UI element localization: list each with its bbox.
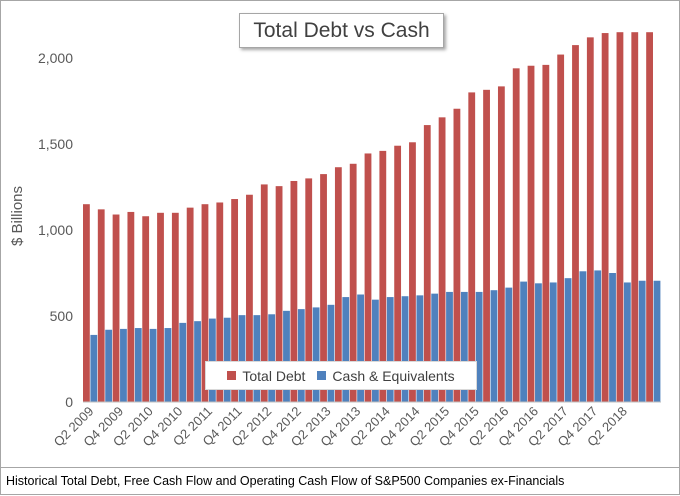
y-tick-label: 500: [50, 308, 74, 324]
total-debt-bar: [97, 209, 105, 402]
y-tick-label: 0: [65, 394, 73, 410]
cash-bar: [194, 321, 201, 402]
legend-swatch-total-debt: [227, 371, 237, 380]
total-debt-bar: [157, 212, 164, 402]
cash-bar: [149, 328, 157, 402]
total-debt-bar: [83, 204, 90, 402]
cash-bar: [564, 278, 572, 402]
chart-title: Total Debt vs Cash: [239, 13, 444, 48]
total-debt-bar: [201, 204, 209, 402]
cash-bar: [594, 270, 602, 402]
total-debt-bar: [409, 142, 416, 402]
cash-bar: [223, 317, 231, 402]
total-debt-bar: [631, 32, 639, 402]
chart-legend: Total Debt Cash & Equivalents: [205, 361, 477, 390]
cash-bar: [90, 334, 98, 402]
total-debt-bar: [616, 32, 624, 402]
legend-label-total-debt: Total Debt: [242, 367, 306, 384]
cash-bar: [475, 291, 483, 402]
cash-bar: [342, 297, 350, 402]
total-debt-bar: [334, 167, 342, 402]
total-debt-bar: [586, 37, 594, 403]
cash-bar: [268, 314, 276, 402]
cash-bar: [623, 282, 631, 402]
cash-bar: [535, 283, 542, 402]
y-axis-title: $ Billions: [9, 186, 26, 246]
total-debt-bar: [216, 202, 224, 402]
cash-bar: [386, 297, 394, 402]
legend-swatch-cash: [317, 371, 327, 380]
cash-bar: [105, 329, 113, 402]
figure-caption: Historical Total Debt, Free Cash Flow an…: [1, 467, 679, 494]
cash-bar: [653, 280, 661, 402]
total-debt-bar: [171, 212, 179, 402]
total-debt-bar: [275, 186, 283, 402]
total-debt-bar: [468, 92, 476, 403]
cash-bar: [238, 315, 246, 402]
total-debt-bar: [246, 194, 253, 402]
total-debt-bar: [290, 180, 298, 402]
cash-bar: [312, 307, 320, 402]
cash-bar: [179, 322, 187, 402]
cash-bar: [120, 328, 127, 402]
cash-bar: [579, 271, 587, 402]
total-debt-bar: [305, 178, 313, 402]
total-debt-bar: [127, 211, 135, 402]
legend-label-cash: Cash & Equivalents: [332, 367, 455, 384]
total-debt-bar: [231, 199, 239, 402]
cash-bar: [431, 293, 439, 402]
legend-item-total-debt: Total Debt: [227, 368, 305, 384]
cash-bar: [253, 315, 261, 402]
y-tick-label: 2,000: [38, 50, 73, 66]
cash-bar: [208, 318, 216, 402]
total-debt-bar: [260, 184, 268, 402]
total-debt-bar: [112, 214, 120, 402]
cash-bar: [134, 328, 142, 402]
cash-bar: [460, 291, 468, 402]
total-debt-bar: [142, 216, 150, 402]
cash-bar: [416, 295, 424, 402]
total-debt-bar: [646, 32, 653, 402]
cash-bar: [505, 287, 513, 402]
total-debt-bar: [379, 150, 387, 402]
total-debt-bar: [572, 45, 579, 402]
total-debt-bar: [320, 174, 327, 402]
total-debt-bar: [453, 108, 461, 403]
legend-item-cash: Cash & Equivalents: [317, 367, 455, 384]
cash-bar: [297, 309, 305, 402]
total-debt-bar: [497, 86, 505, 402]
cash-bar: [357, 294, 364, 402]
total-debt-bar: [542, 64, 550, 402]
total-debt-bar: [423, 125, 431, 402]
cash-bar: [549, 282, 557, 402]
cash-bar: [283, 310, 290, 402]
total-debt-bar: [557, 54, 565, 403]
total-debt-bar: [601, 33, 609, 403]
total-debt-bar: [512, 68, 520, 402]
cash-bar: [327, 304, 335, 402]
total-debt-bar: [349, 163, 357, 402]
y-tick-label: 1,000: [38, 222, 73, 238]
cash-bar: [446, 291, 453, 402]
total-debt-bar: [438, 117, 446, 402]
y-tick-label: 1,500: [38, 136, 73, 152]
cash-bar: [638, 280, 646, 402]
total-debt-bar: [527, 65, 535, 403]
cash-bar: [520, 281, 528, 402]
total-debt-bar: [483, 89, 490, 402]
cash-bar: [609, 273, 616, 402]
chart-title-text: Total Debt vs Cash: [253, 18, 430, 42]
total-debt-bar: [364, 153, 372, 402]
cash-bar: [401, 296, 409, 402]
total-debt-bar: [394, 145, 402, 402]
total-debt-bar: [186, 207, 194, 402]
cash-bar: [490, 290, 498, 402]
cash-bar: [164, 328, 172, 402]
cash-bar: [372, 299, 379, 402]
